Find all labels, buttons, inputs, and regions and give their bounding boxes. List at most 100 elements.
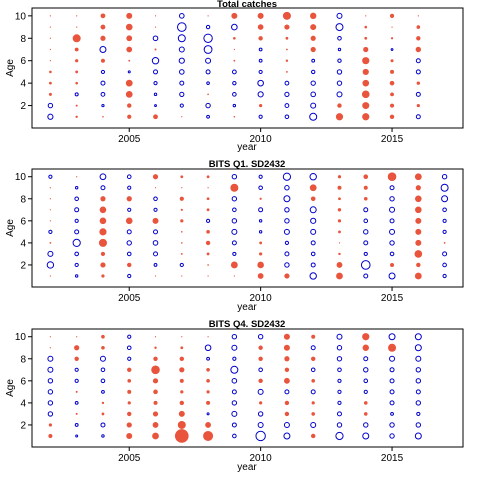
negative-residual-bubble: [47, 378, 54, 384]
negative-residual-bubble: [206, 412, 210, 416]
negative-residual-bubble: [415, 355, 422, 362]
negative-residual-bubble: [74, 251, 79, 257]
negative-residual-bubble: [360, 260, 371, 270]
negative-residual-bubble: [283, 195, 291, 203]
negative-residual-bubble: [231, 400, 238, 406]
positive-residual-bubble: [362, 68, 369, 76]
negative-residual-bubble: [232, 92, 237, 97]
positive-residual-bubble: [416, 36, 421, 41]
positive-residual-bubble: [48, 92, 52, 96]
negative-residual-bubble: [231, 218, 238, 224]
positive-residual-bubble: [101, 345, 105, 350]
negative-residual-bubble: [206, 81, 210, 85]
y-tick-label: 4: [20, 79, 26, 90]
negative-residual-bubble: [258, 230, 263, 234]
positive-residual-bubble: [338, 197, 341, 201]
positive-residual-bubble: [258, 356, 263, 361]
positive-residual-bubble: [363, 412, 368, 416]
positive-residual-bubble: [75, 390, 78, 393]
negative-residual-bubble: [100, 422, 106, 428]
negative-residual-bubble: [100, 185, 106, 191]
negative-residual-bubble: [284, 251, 290, 257]
negative-residual-bubble: [309, 173, 317, 181]
negative-residual-bubble: [389, 433, 395, 439]
positive-residual-bubble: [310, 35, 316, 41]
positive-residual-bubble: [230, 183, 239, 192]
negative-residual-bubble: [414, 344, 422, 352]
negative-residual-bubble: [284, 389, 290, 395]
negative-residual-bubble: [389, 206, 396, 213]
x-axis-label: year: [237, 302, 257, 313]
positive-residual-bubble: [362, 102, 370, 110]
positive-residual-bubble: [415, 185, 421, 191]
negative-residual-bubble: [258, 58, 263, 63]
positive-residual-bubble: [282, 11, 291, 20]
positive-residual-bubble: [72, 34, 81, 43]
negative-residual-bubble: [257, 411, 264, 417]
negative-residual-bubble: [74, 400, 79, 405]
negative-residual-bubble: [205, 57, 212, 64]
plot-frame: [31, 7, 464, 129]
positive-residual-bubble: [363, 196, 368, 201]
positive-residual-bubble: [154, 15, 157, 17]
positive-residual-bubble: [154, 275, 157, 277]
negative-residual-bubble: [205, 69, 211, 75]
negative-residual-bubble: [257, 388, 264, 395]
positive-residual-bubble: [284, 356, 290, 362]
negative-residual-bubble: [47, 389, 54, 395]
negative-residual-bubble: [362, 432, 370, 440]
negative-residual-bubble: [336, 356, 343, 362]
positive-residual-bubble: [206, 252, 210, 256]
positive-residual-bubble: [390, 103, 395, 108]
positive-residual-bubble: [152, 411, 159, 417]
negative-residual-bubble: [257, 421, 264, 428]
positive-residual-bubble: [207, 93, 209, 96]
x-tick-label: 2015: [381, 134, 404, 145]
positive-residual-bubble: [206, 208, 210, 212]
negative-residual-bubble: [126, 345, 132, 351]
plot-frame: [31, 168, 464, 288]
negative-residual-bubble: [258, 219, 263, 223]
negative-residual-bubble: [310, 240, 316, 246]
positive-residual-bubble: [152, 217, 159, 224]
y-tick-label: 2: [20, 101, 26, 112]
negative-residual-bubble: [178, 69, 185, 75]
positive-residual-bubble: [443, 241, 446, 244]
positive-residual-bubble: [311, 401, 315, 405]
positive-residual-bubble: [100, 251, 106, 257]
positive-residual-bubble: [415, 228, 422, 235]
negative-residual-bubble: [126, 229, 132, 235]
positive-residual-bubble: [206, 175, 210, 179]
positive-residual-bubble: [127, 262, 132, 268]
positive-residual-bubble: [286, 71, 288, 73]
positive-residual-bubble: [128, 59, 131, 62]
positive-residual-bubble: [363, 185, 368, 190]
negative-residual-bubble: [363, 251, 368, 257]
negative-residual-bubble: [389, 196, 395, 202]
negative-residual-bubble: [284, 207, 290, 213]
positive-residual-bubble: [415, 239, 422, 246]
negative-residual-bubble: [257, 79, 264, 87]
negative-residual-bubble: [232, 356, 237, 361]
positive-residual-bubble: [181, 187, 183, 189]
positive-residual-bubble: [336, 262, 343, 268]
negative-residual-bubble: [205, 102, 211, 109]
positive-residual-bubble: [390, 92, 394, 97]
negative-residual-bubble: [389, 355, 396, 362]
negative-residual-bubble: [127, 207, 132, 212]
negative-residual-bubble: [284, 262, 290, 268]
negative-residual-bubble: [337, 58, 342, 63]
positive-residual-bubble: [151, 365, 160, 375]
negative-residual-bubble: [230, 365, 239, 374]
negative-residual-bubble: [337, 378, 342, 383]
positive-residual-bubble: [207, 187, 209, 189]
y-tick-label: 8: [20, 34, 26, 45]
negative-residual-bubble: [415, 378, 422, 384]
negative-residual-bubble: [309, 112, 318, 121]
positive-residual-bubble: [414, 250, 423, 258]
negative-residual-bubble: [336, 12, 343, 19]
negative-residual-bubble: [48, 229, 53, 234]
positive-residual-bubble: [126, 35, 133, 42]
negative-residual-bubble: [390, 412, 394, 416]
